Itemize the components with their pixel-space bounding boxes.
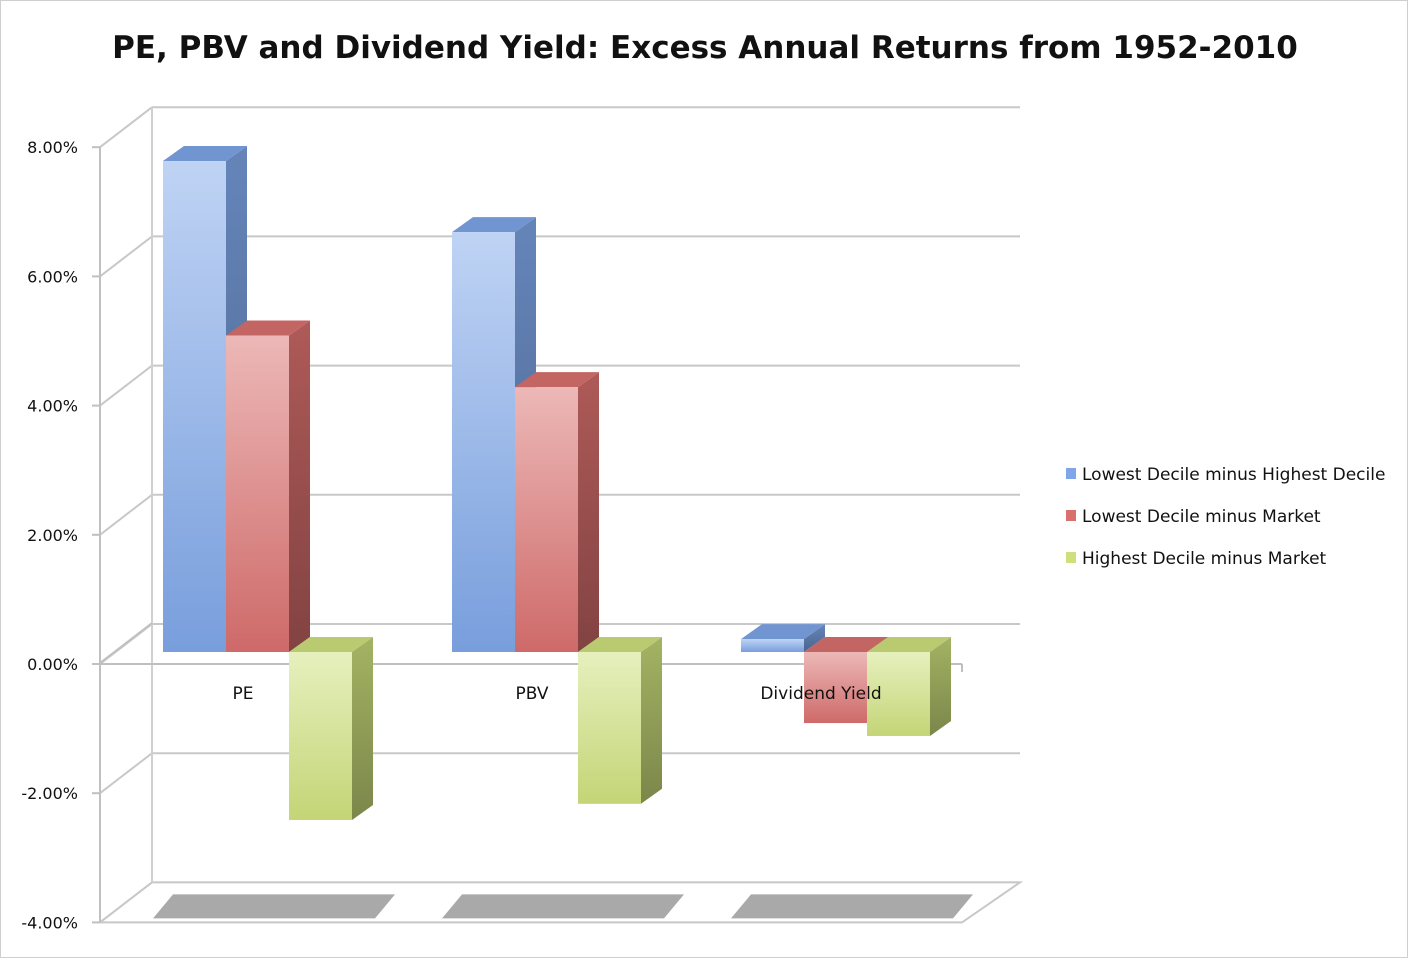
bar-front [289, 652, 352, 820]
bar-top [163, 146, 247, 162]
y-tick-label: -2.00% [21, 784, 78, 803]
grid-diagonal [99, 235, 153, 278]
bar-side [804, 624, 825, 652]
bars [163, 146, 951, 820]
legend-label: Lowest Decile minus Highest Decile [1082, 465, 1385, 485]
category-labels: PE PBV Dividend Yield [233, 684, 882, 704]
bar-top [226, 320, 310, 336]
y-tick-label: 6.00% [27, 267, 78, 286]
y-tick-label: 4.00% [27, 397, 78, 416]
bar-top [741, 624, 825, 640]
bar-shadow [153, 894, 395, 919]
bar-top [867, 637, 951, 652]
y-axis: 8.00% 6.00% 4.00% 2.00% 0.00% -2.00% -4.00% [21, 138, 101, 932]
bar-top [578, 637, 662, 652]
bar-side [352, 637, 373, 820]
bar [289, 637, 373, 820]
y-tick-label: 2.00% [27, 526, 78, 545]
legend: Lowest Decile minus Highest Decile Lowest… [1066, 465, 1385, 569]
category-axis-depth [99, 622, 153, 664]
bar [741, 624, 825, 652]
bar-shadow [442, 894, 684, 919]
y-tick-label: 0.00% [27, 655, 78, 674]
bar [867, 637, 951, 736]
grid-diagonal [99, 106, 153, 148]
legend-label: Lowest Decile minus Market [1082, 507, 1321, 527]
bar-front [226, 335, 289, 652]
legend-swatch [1066, 510, 1076, 521]
bar-front [804, 652, 867, 724]
bar-side [289, 320, 310, 652]
grid-diagonal [99, 752, 153, 794]
bar-shadow [731, 894, 973, 919]
grid-diagonal [99, 494, 153, 536]
bar-top [804, 637, 888, 652]
bar-top [515, 372, 599, 388]
bar [515, 372, 599, 652]
y-tick-label: 8.00% [27, 138, 78, 157]
chart-title: PE, PBV and Dividend Yield: Excess Annua… [112, 30, 1298, 66]
bar-side [930, 637, 951, 736]
bar-front [741, 639, 804, 652]
bar-side [578, 372, 599, 652]
category-label: PE [233, 684, 254, 704]
category-label: Dividend Yield [760, 684, 881, 704]
grid-diagonal [99, 364, 153, 407]
bar [578, 637, 662, 804]
bar-front [163, 161, 226, 653]
category-label: PBV [515, 684, 548, 704]
floor-shadows [153, 894, 973, 919]
bar-top [289, 637, 373, 652]
bar-side [641, 637, 662, 804]
bar-front [578, 652, 641, 804]
legend-swatch [1066, 552, 1076, 563]
bar-front [452, 232, 515, 652]
bar-top [452, 217, 536, 233]
bar-front [867, 652, 930, 736]
bar-front [515, 387, 578, 652]
y-tick-label: -4.00% [21, 913, 78, 932]
legend-label: Highest Decile minus Market [1082, 549, 1327, 569]
bar [226, 320, 310, 652]
legend-swatch [1066, 468, 1076, 479]
